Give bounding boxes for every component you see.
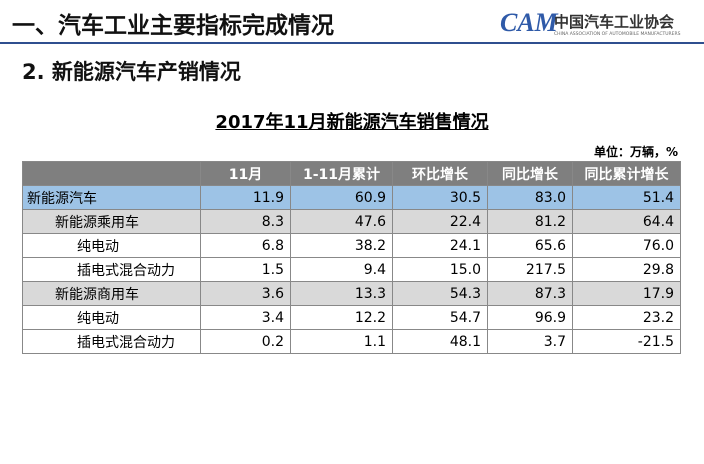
table-row: 纯电动 3.4 12.2 54.7 96.9 23.2 xyxy=(22,305,681,330)
value-cell: 15.0 xyxy=(392,257,488,282)
table-row: 插电式混合动力 0.2 1.1 48.1 3.7 -21.5 xyxy=(22,329,681,354)
value-cell: 23.2 xyxy=(572,305,681,330)
value-cell: 11.9 xyxy=(200,185,291,210)
value-cell: 24.1 xyxy=(392,233,488,258)
subtitle: 2. 新能源汽车产销情况 xyxy=(22,60,241,84)
value-cell: 51.4 xyxy=(572,185,681,210)
header-title: 一、汽车工业主要指标完成情况 xyxy=(12,13,334,39)
value-cell: -21.5 xyxy=(572,329,681,354)
value-cell: 22.4 xyxy=(392,209,488,234)
logo-mark: CAM xyxy=(500,8,558,37)
value-cell: 64.4 xyxy=(572,209,681,234)
value-cell: 87.3 xyxy=(487,281,573,306)
value-cell: 54.7 xyxy=(392,305,488,330)
value-cell: 47.6 xyxy=(290,209,393,234)
value-cell: 96.9 xyxy=(487,305,573,330)
value-cell: 6.8 xyxy=(200,233,291,258)
row-label: 纯电动 xyxy=(22,233,201,258)
value-cell: 54.3 xyxy=(392,281,488,306)
header-cell: 同比增长 xyxy=(487,161,573,186)
header-cell: 同比累计增长 xyxy=(572,161,681,186)
table-row: 插电式混合动力 1.5 9.4 15.0 217.5 29.8 xyxy=(22,257,681,282)
row-label: 新能源商用车 xyxy=(22,281,201,306)
value-cell: 29.8 xyxy=(572,257,681,282)
sales-table: 11月 1-11月累计 环比增长 同比增长 同比累计增长 新能源汽车 11.9 60.9 30.… xyxy=(22,161,681,354)
header-cell: 1-11月累计 xyxy=(290,161,393,186)
logo-subtext: CHINA ASSOCIATION OF AUTOMOBILE MANUFACT… xyxy=(554,32,681,37)
value-cell: 81.2 xyxy=(487,209,573,234)
header-cell: 11月 xyxy=(200,161,291,186)
value-cell: 1.5 xyxy=(200,257,291,282)
header-rule xyxy=(0,42,704,44)
logo-text: 中国汽车工业协会 xyxy=(554,13,675,31)
row-label: 插电式混合动力 xyxy=(22,257,201,282)
value-cell: 0.2 xyxy=(200,329,291,354)
unit-note: 单位：万辆，% xyxy=(593,145,678,159)
header-row: 11月 1-11月累计 环比增长 同比增长 同比累计增长 xyxy=(22,161,681,186)
table-title: 2017年11月新能源汽车销售情况 xyxy=(215,112,489,133)
table-row: 新能源汽车 11.9 60.9 30.5 83.0 51.4 xyxy=(22,185,681,210)
header-cell: 环比增长 xyxy=(392,161,488,186)
value-cell: 12.2 xyxy=(290,305,393,330)
row-label: 新能源汽车 xyxy=(22,185,201,210)
value-cell: 3.4 xyxy=(200,305,291,330)
value-cell: 65.6 xyxy=(487,233,573,258)
value-cell: 76.0 xyxy=(572,233,681,258)
value-cell: 83.0 xyxy=(487,185,573,210)
row-label: 新能源乘用车 xyxy=(22,209,201,234)
table-row: 新能源乘用车 8.3 47.6 22.4 81.2 64.4 xyxy=(22,209,681,234)
row-label: 插电式混合动力 xyxy=(22,329,201,354)
value-cell: 13.3 xyxy=(290,281,393,306)
value-cell: 30.5 xyxy=(392,185,488,210)
value-cell: 3.7 xyxy=(487,329,573,354)
value-cell: 1.1 xyxy=(290,329,393,354)
table-row: 纯电动 6.8 38.2 24.1 65.6 76.0 xyxy=(22,233,681,258)
value-cell: 60.9 xyxy=(290,185,393,210)
value-cell: 9.4 xyxy=(290,257,393,282)
value-cell: 48.1 xyxy=(392,329,488,354)
value-cell: 8.3 xyxy=(200,209,291,234)
row-label: 纯电动 xyxy=(22,305,201,330)
table-row: 新能源商用车 3.6 13.3 54.3 87.3 17.9 xyxy=(22,281,681,306)
header-cell xyxy=(22,161,201,186)
value-cell: 3.6 xyxy=(200,281,291,306)
value-cell: 217.5 xyxy=(487,257,573,282)
value-cell: 38.2 xyxy=(290,233,393,258)
value-cell: 17.9 xyxy=(572,281,681,306)
